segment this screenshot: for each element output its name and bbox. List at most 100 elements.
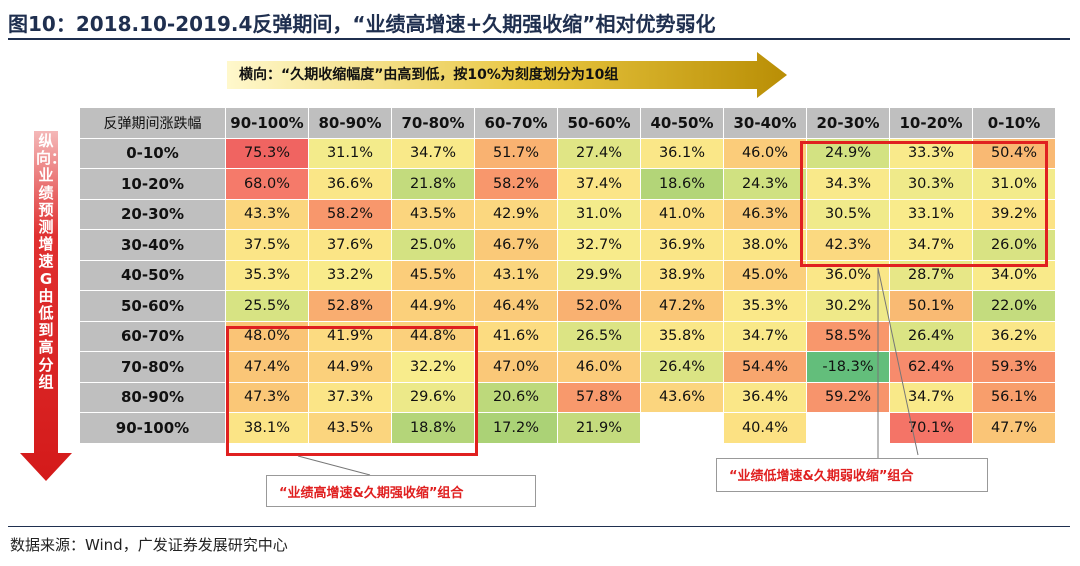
column-header: 30-40% <box>723 107 807 139</box>
heatmap-cell: 37.6% <box>308 229 392 261</box>
heatmap-cell: 58.2% <box>308 198 392 230</box>
column-header: 80-90% <box>308 107 392 139</box>
heatmap-cell: 34.3% <box>806 168 890 200</box>
row-header: 20-30% <box>79 198 226 230</box>
table-row: 90-100% 38.1% 43.5% 18.8% 17.2% 21.9% 40.4% 70.… <box>79 412 1056 444</box>
heatmap-cell: 18.8% <box>391 412 475 444</box>
heatmap-cell: 58.5% <box>806 320 890 352</box>
heatmap-cell: 38.0% <box>723 229 807 261</box>
row-header: 60-70% <box>79 320 226 352</box>
heatmap-cell: 33.2% <box>308 259 392 291</box>
heatmap-cell: 31.0% <box>972 168 1056 200</box>
heatmap-cell: 36.9% <box>640 229 724 261</box>
heatmap-cell: 43.1% <box>474 259 558 291</box>
heatmap-cell: 46.7% <box>474 229 558 261</box>
row-header: 0-10% <box>79 137 226 169</box>
heatmap-cell: 35.8% <box>640 320 724 352</box>
heatmap-cell: 37.4% <box>557 168 641 200</box>
row-header: 80-90% <box>79 381 226 413</box>
heatmap-cell: 32.2% <box>391 351 475 383</box>
row-header: 70-80% <box>79 351 226 383</box>
heatmap-cell: 24.3% <box>723 168 807 200</box>
heatmap-cell: 46.0% <box>557 351 641 383</box>
heatmap-cell: 35.3% <box>723 290 807 322</box>
heatmap-cell: 21.9% <box>557 412 641 444</box>
heatmap-cell: 39.2% <box>972 198 1056 230</box>
table-row: 70-80% 47.4% 44.9% 32.2% 47.0% 46.0% 26.4% 54.4… <box>79 351 1056 383</box>
heatmap-cell: -18.3% <box>806 351 890 383</box>
table-row: 50-60% 25.5% 52.8% 44.9% 46.4% 52.0% 47.2% 35.3… <box>79 290 1056 322</box>
column-header: 50-60% <box>557 107 641 139</box>
corner-label: 反弹期间涨跌幅 <box>79 107 226 139</box>
heatmap-cell: 47.0% <box>474 351 558 383</box>
table-row: 0-10% 75.3% 31.1% 34.7% 51.7% 27.4% 36.1% 46.0%… <box>79 137 1056 169</box>
heatmap-cell: 43.5% <box>308 412 392 444</box>
heatmap-cell: 47.7% <box>972 412 1056 444</box>
footer-divider <box>8 526 1070 527</box>
heatmap-cell: 26.4% <box>889 320 973 352</box>
heatmap-cell <box>806 412 890 444</box>
heatmap-cell: 43.5% <box>391 198 475 230</box>
table-row: 80-90% 47.3% 37.3% 29.6% 20.6% 57.8% 43.6% 36.4… <box>79 381 1056 413</box>
heatmap-cell: 45.0% <box>723 259 807 291</box>
column-header: 40-50% <box>640 107 724 139</box>
heatmap-cell: 40.4% <box>723 412 807 444</box>
column-header: 60-70% <box>474 107 558 139</box>
heatmap-cell: 25.0% <box>391 229 475 261</box>
heatmap-cell: 34.7% <box>723 320 807 352</box>
heatmap-cell: 43.3% <box>225 198 309 230</box>
right-combination-label: “业绩低增速&久期弱收缩”组合 <box>716 458 988 492</box>
heatmap-cell: 22.0% <box>972 290 1056 322</box>
row-header: 10-20% <box>79 168 226 200</box>
heatmap-cell: 47.4% <box>225 351 309 383</box>
heatmap-cell: 47.2% <box>640 290 724 322</box>
source-note: 数据来源：Wind，广发证券发展研究中心 <box>10 536 288 554</box>
table-row: 60-70% 48.0% 41.9% 44.8% 41.6% 26.5% 35.8% 34.7… <box>79 320 1056 352</box>
heatmap-cell: 70.1% <box>889 412 973 444</box>
heatmap-cell: 45.5% <box>391 259 475 291</box>
heatmap-cell: 30.2% <box>806 290 890 322</box>
heatmap-cell: 68.0% <box>225 168 309 200</box>
heatmap-cell: 31.0% <box>557 198 641 230</box>
low-growth-weak-contraction-box <box>800 141 1048 267</box>
column-header: 0-10% <box>972 107 1056 139</box>
heatmap-cell: 42.3% <box>806 229 890 261</box>
row-header: 90-100% <box>79 412 226 444</box>
heatmap-cell: 59.3% <box>972 351 1056 383</box>
heatmap-cell: 30.3% <box>889 168 973 200</box>
right-arrow-icon <box>227 52 787 98</box>
heatmap-cell: 37.5% <box>225 229 309 261</box>
high-growth-strong-contraction-box <box>226 326 478 456</box>
heatmap-cell: 46.4% <box>474 290 558 322</box>
title-divider <box>8 38 1070 40</box>
left-combination-label: “业绩高增速&久期强收缩”组合 <box>266 475 536 507</box>
heatmap-cell: 46.3% <box>723 198 807 230</box>
heatmap-cell: 44.9% <box>308 351 392 383</box>
heatmap-cell: 31.1% <box>308 137 392 169</box>
horizontal-axis-note: 横向：“久期收缩幅度”由高到低，按10%为刻度划分为10组 <box>239 67 619 83</box>
heatmap-cell: 36.6% <box>308 168 392 200</box>
column-header: 20-30% <box>806 107 890 139</box>
heatmap-cell: 26.4% <box>640 351 724 383</box>
heatmap-cell: 56.1% <box>972 381 1056 413</box>
heatmap-cell: 50.1% <box>889 290 973 322</box>
column-header: 10-20% <box>889 107 973 139</box>
heatmap-cell: 38.1% <box>225 412 309 444</box>
heatmap-cell: 34.7% <box>889 229 973 261</box>
horizontal-axis-arrow: 横向：“久期收缩幅度”由高到低，按10%为刻度划分为10组 <box>227 52 787 98</box>
heatmap-cell: 42.9% <box>474 198 558 230</box>
heatmap-cell: 35.3% <box>225 259 309 291</box>
heatmap-cell: 32.7% <box>557 229 641 261</box>
column-header: 70-80% <box>391 107 475 139</box>
down-arrow-icon <box>20 131 72 481</box>
table-row: 10-20% 68.0% 36.6% 21.8% 58.2% 37.4% 18.6% 24.3… <box>79 168 1056 200</box>
heatmap-cell: 17.2% <box>474 412 558 444</box>
heatmap-cell: 29.6% <box>391 381 475 413</box>
heatmap-cell: 25.5% <box>225 290 309 322</box>
header-row: 反弹期间涨跌幅 90-100% 80-90% 70-80% 60-70% 50-60% 4… <box>79 107 1056 139</box>
heatmap-table: 反弹期间涨跌幅 90-100% 80-90% 70-80% 60-70% 50-60% 4… <box>79 107 1056 444</box>
heatmap-cell: 62.4% <box>889 351 973 383</box>
row-header: 30-40% <box>79 229 226 261</box>
table-row: 30-40% 37.5% 37.6% 25.0% 46.7% 32.7% 36.9% 38.0… <box>79 229 1056 261</box>
